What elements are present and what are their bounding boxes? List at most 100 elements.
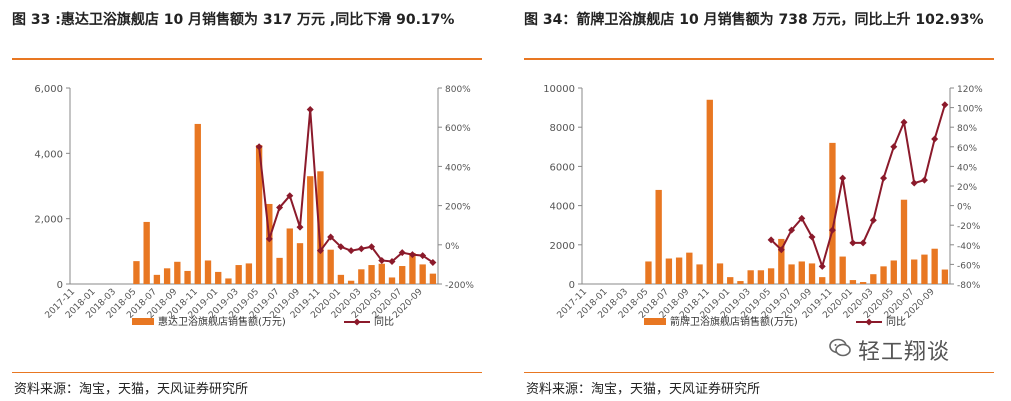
bar — [317, 171, 324, 284]
bar — [798, 261, 805, 284]
yoy-point — [890, 143, 898, 151]
bar — [737, 281, 744, 284]
right-title-divider — [524, 58, 994, 60]
left-title-divider — [12, 58, 482, 60]
yoy-point — [931, 135, 939, 143]
yoy-point — [368, 243, 376, 251]
yoy-point — [767, 236, 775, 244]
yoy-point — [859, 239, 867, 247]
bar — [941, 269, 949, 284]
bar — [757, 270, 765, 284]
bar — [388, 277, 396, 284]
bar — [194, 123, 201, 284]
y-right-tick-label: 80% — [957, 124, 977, 134]
y-left-tick-label: 8000 — [550, 123, 575, 134]
right-chart-svg: 0 2000 4000 6000 8000 10000 -80% -60% -40% -20% 0%… — [543, 84, 983, 328]
yoy-point — [920, 176, 928, 184]
yoy-point — [849, 239, 857, 247]
bar — [931, 248, 938, 284]
bar — [347, 280, 355, 284]
bar — [911, 259, 918, 284]
right-chart-title: 图 34：箭牌卫浴旗舰店 10 月销售额为 738 万元，同比上升 102.93… — [524, 12, 984, 28]
yoy-point — [818, 262, 826, 270]
y-right-tick-label: 60% — [957, 144, 977, 154]
bar — [716, 263, 724, 284]
right-source-note: 资料来源：淘宝，天猫，天风证券研究所 — [526, 382, 761, 397]
wechat-icon — [829, 338, 851, 357]
bar — [245, 263, 253, 284]
legend-bar-label: 惠达卫浴旗舰店销售额(万元) — [158, 315, 286, 328]
yoy-point — [900, 118, 908, 126]
yoy-point — [286, 192, 294, 200]
yoy-point — [798, 214, 806, 222]
bar — [378, 263, 385, 284]
y-right-tick-label: 0% — [445, 242, 460, 252]
legend-line-label: 同比 — [886, 316, 906, 328]
legend-line-label: 同比 — [374, 316, 394, 328]
yoy-point — [869, 216, 877, 224]
left-source-note: 资料来源：淘宝，天猫，天风证券研究所 — [14, 382, 249, 397]
bar — [133, 261, 140, 284]
bar — [839, 256, 846, 284]
bar — [368, 265, 375, 284]
bar — [409, 252, 416, 284]
yoy-point — [347, 247, 355, 255]
bar — [215, 271, 222, 284]
y-left-tick-label: 4,000 — [34, 149, 63, 160]
yoy-point — [788, 226, 796, 234]
y-left-tick-label: 0 — [57, 280, 63, 291]
yoy-line — [258, 109, 434, 264]
bar — [204, 260, 212, 284]
bar — [921, 254, 928, 284]
bar — [143, 221, 150, 284]
bar — [429, 273, 437, 284]
left-chart-title: 图 33 :惠达卫浴旗舰店 10 月销售额为 317 万元 ,同比下滑 90.1… — [12, 12, 455, 28]
bar — [808, 263, 816, 284]
y-left-tick-label: 6000 — [550, 162, 575, 173]
bar — [686, 252, 693, 284]
legend-bar-swatch — [132, 318, 154, 325]
yoy-point — [316, 247, 324, 255]
left-bottom-divider — [12, 372, 482, 373]
bar — [675, 257, 683, 284]
legend-bar-label: 箭牌卫浴旗舰店销售额(万元) — [670, 315, 798, 328]
bar — [337, 274, 345, 284]
bar — [296, 243, 304, 284]
bar — [665, 258, 673, 284]
legend-line-marker — [353, 318, 361, 326]
bar — [327, 249, 334, 284]
bar — [819, 277, 826, 284]
yoy-point — [265, 235, 273, 243]
yoy-point — [306, 106, 314, 114]
bar — [727, 277, 734, 284]
yoy-point — [408, 251, 416, 259]
bar — [276, 257, 283, 284]
yoy-point — [941, 101, 949, 109]
bar — [235, 265, 242, 284]
yoy-point — [337, 243, 345, 251]
y-right-tick-label: 20% — [957, 183, 977, 193]
yoy-point — [910, 179, 918, 187]
y-left-tick-label: 6,000 — [34, 84, 63, 95]
bar — [706, 99, 713, 284]
bar — [419, 264, 426, 284]
bar — [174, 261, 181, 284]
bar — [696, 264, 703, 284]
bar — [163, 268, 171, 284]
left-panel: 图 33 :惠达卫浴旗舰店 10 月销售额为 317 万元 ,同比下滑 90.1… — [12, 0, 492, 401]
y-left-tick-label: 4000 — [550, 202, 575, 213]
right-bottom-divider — [524, 372, 994, 373]
y-right-tick-label: 40% — [957, 163, 977, 173]
yoy-point — [398, 249, 406, 257]
yoy-point — [255, 143, 263, 151]
left-chart: 0 2,000 4,000 6,000 -200% 0% 200% 400% 600% 800% 2… — [12, 66, 484, 366]
bar — [900, 199, 908, 284]
y-right-tick-label: 600% — [445, 124, 471, 134]
bar — [829, 142, 836, 284]
bar — [859, 282, 867, 284]
y-right-tick-label: 100% — [957, 105, 983, 115]
right-panel: 图 34：箭牌卫浴旗舰店 10 月销售额为 738 万元，同比上升 102.93… — [524, 0, 1004, 401]
bar — [655, 189, 662, 284]
y-right-tick-label: 120% — [957, 85, 983, 95]
bar — [747, 270, 754, 284]
